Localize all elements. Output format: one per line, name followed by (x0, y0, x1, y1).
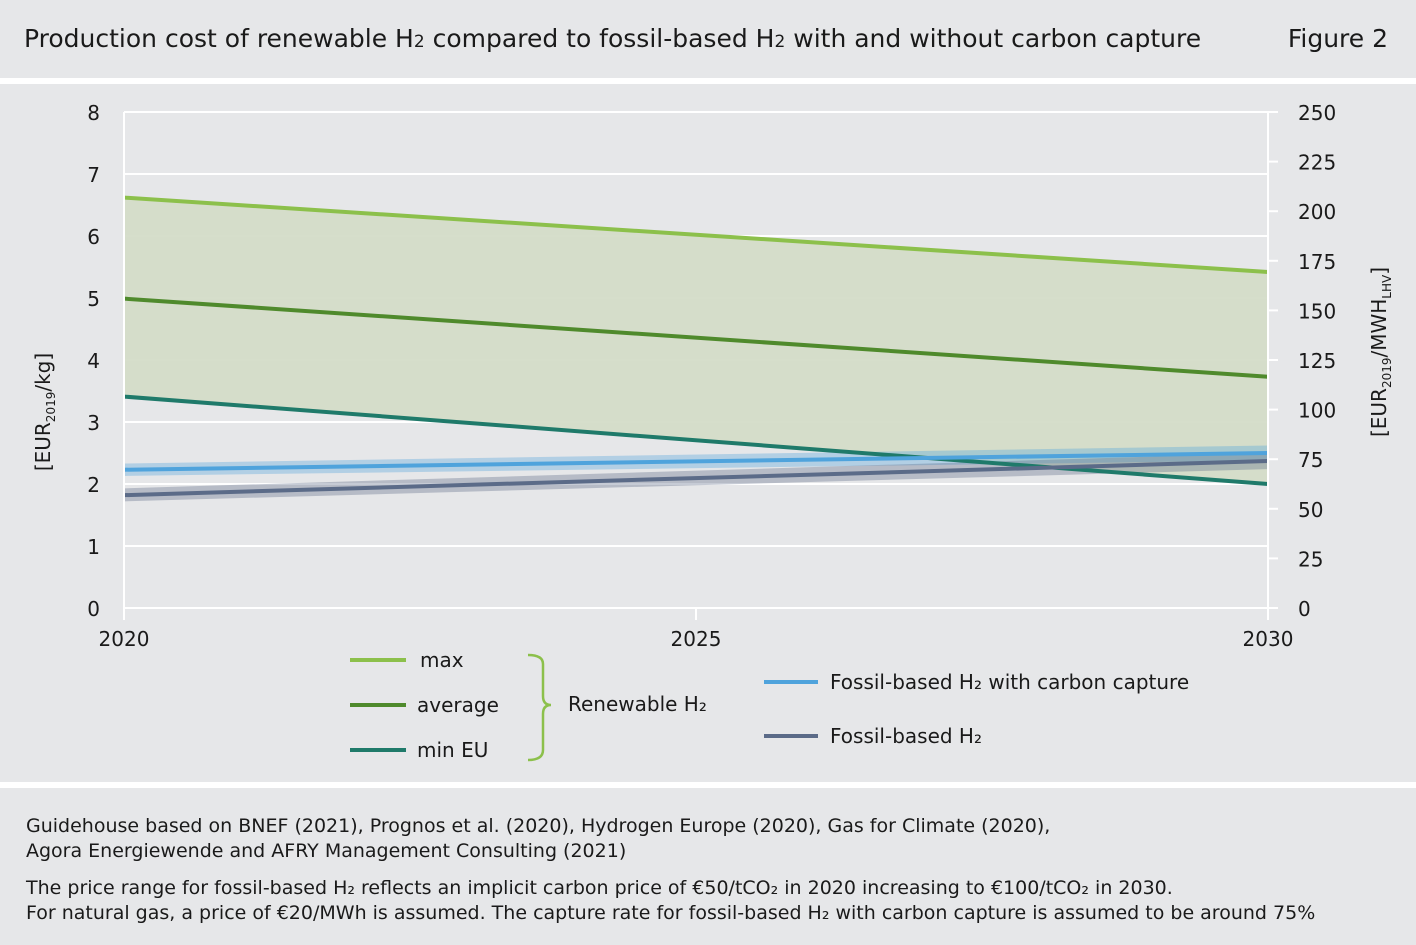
line-max (123, 195, 1269, 274)
legend-group-label: Renewable H₂ (568, 692, 707, 716)
chart-panel: 0 1 2 3 4 5 6 7 8 0 25 50 75 100 125 150 175 200 225 250 202… (0, 84, 1416, 782)
y-tick-left: 5 (87, 287, 100, 311)
y-tick-right: 100 (1298, 399, 1336, 423)
y-tick-right: 175 (1298, 250, 1336, 274)
figure-label: Figure 2 (1287, 24, 1388, 53)
cost-chart: 0 1 2 3 4 5 6 7 8 0 25 50 75 100 125 150 175 200 225 250 202… (31, 101, 1394, 762)
line-fossil (123, 459, 1269, 498)
legend-fossil-label: Fossil-based H₂ (830, 724, 982, 748)
renewable-range-band (124, 197, 1268, 484)
y-axis-label-right: [EUR2019/MWHLHV] (1367, 267, 1394, 437)
y-tick-left: 0 (87, 597, 100, 621)
note-text: The price range for fossil-based H₂ refl… (26, 877, 1316, 924)
y-tick-left: 4 (87, 349, 100, 373)
legend-average-label: average (417, 693, 499, 717)
x-tick: 2030 (1243, 627, 1294, 651)
y-axis-label-left: [EUR2019/kg] (31, 353, 58, 471)
y-tick-right: 250 (1298, 101, 1336, 125)
y-tick-right: 150 (1298, 299, 1336, 323)
y-tick-right: 225 (1298, 151, 1336, 175)
y-tick-right: 25 (1298, 547, 1323, 571)
header-bar: Production cost of renewable H2 compared… (0, 0, 1416, 78)
y-tick-left: 1 (87, 535, 100, 559)
line-min-eu (123, 394, 1269, 486)
footer: Guidehouse based on BNEF (2021), Prognos… (0, 788, 1416, 945)
y-tick-left: 7 (87, 163, 100, 187)
y-tick-right: 125 (1298, 349, 1336, 373)
legend-min-eu-label: min EU (417, 738, 488, 762)
legend-fossil-cc-label: Fossil-based H₂ with carbon capture (830, 670, 1189, 694)
chart-title: Production cost of renewable H2 compared… (24, 24, 1202, 53)
y-tick-right: 200 (1298, 200, 1336, 224)
line-fossil-cc (123, 451, 1269, 472)
x-tick: 2025 (671, 627, 722, 651)
y-tick-left: 3 (87, 411, 100, 435)
y-tick-left: 8 (87, 101, 100, 125)
x-tick: 2020 (99, 627, 150, 651)
y-tick-right: 75 (1298, 448, 1323, 472)
y-tick-left: 2 (87, 473, 100, 497)
legend-max-label: max (420, 648, 464, 672)
y-tick-right: 0 (1298, 597, 1311, 621)
y-tick-right: 50 (1298, 498, 1323, 522)
legend-bracket (527, 653, 552, 762)
source-text: Guidehouse based on BNEF (2021), Prognos… (26, 815, 1051, 862)
line-average (123, 296, 1269, 379)
y-tick-left: 6 (87, 225, 100, 249)
